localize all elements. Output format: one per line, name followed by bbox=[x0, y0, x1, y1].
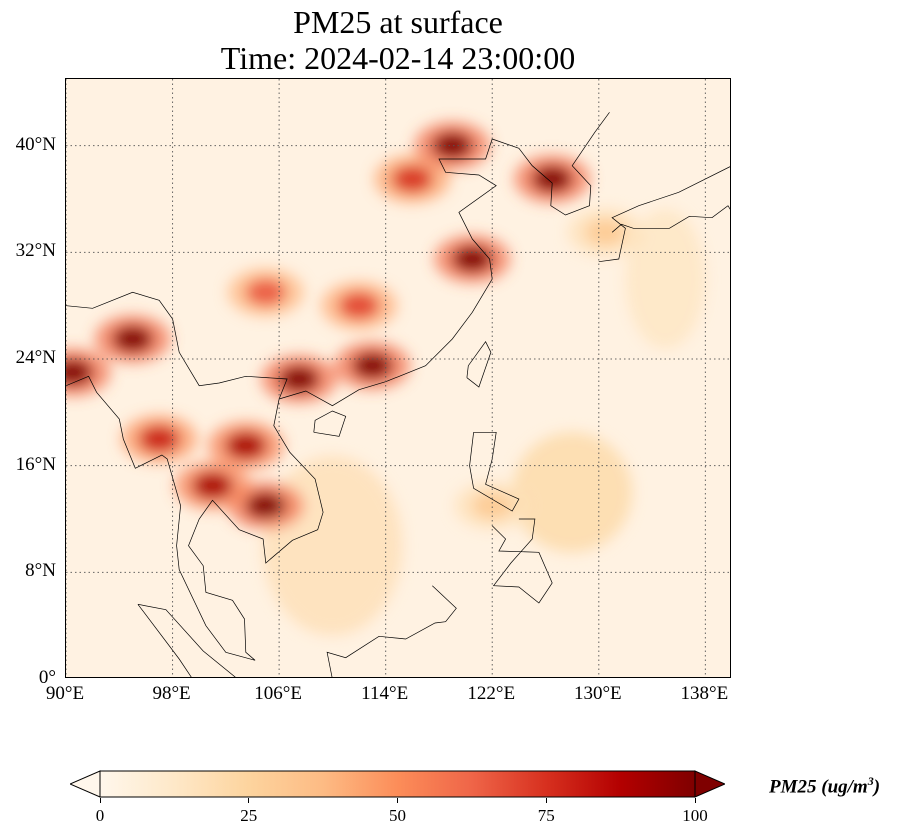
coastline-segment bbox=[313, 410, 347, 437]
colorbar-label-close: ) bbox=[873, 776, 881, 798]
coastlines bbox=[66, 112, 730, 677]
lon-tick-label: 114°E bbox=[361, 683, 409, 704]
coastline-segment bbox=[598, 166, 730, 263]
lon-tick-label: 138°E bbox=[680, 683, 729, 704]
lon-tick-label: 130°E bbox=[573, 683, 622, 704]
colorbar-tick-label: 50 bbox=[389, 806, 406, 825]
pm25-hotspot-south-china bbox=[352, 352, 393, 379]
colorbar bbox=[70, 770, 725, 798]
colorbar-tick-mark bbox=[545, 798, 547, 803]
pm25-hotspot-thailand bbox=[192, 472, 233, 499]
lon-tick-label: 122°E bbox=[467, 683, 516, 704]
haze-region bbox=[262, 455, 403, 636]
colorbar-gradient bbox=[99, 770, 696, 798]
coastline-segment bbox=[491, 518, 553, 604]
colorbar-tick-mark bbox=[397, 798, 398, 803]
pm25-hotspot-central-china bbox=[339, 292, 380, 319]
lon-tick-label: 106°E bbox=[254, 683, 302, 704]
pm25-hotspot-philippines bbox=[472, 492, 513, 519]
map-subtitle-time: Time: 2024-02-14 23:00:00 bbox=[220, 40, 576, 76]
colorbar-tick-mark bbox=[99, 798, 101, 803]
pm25-hotspot-laos bbox=[225, 432, 266, 459]
pm25-hotspot-yangtze-delta bbox=[452, 246, 493, 272]
colorbar-label-exponent: 3 bbox=[867, 774, 874, 788]
map-title: PM25 at surface bbox=[293, 4, 503, 40]
gridlines bbox=[66, 79, 730, 677]
lat-tick-label: 24°N bbox=[15, 347, 56, 368]
lon-tick-label: 98°E bbox=[152, 683, 191, 704]
lat-tick-label: 40°N bbox=[15, 133, 56, 155]
lon-tick-label: 90°E bbox=[45, 683, 85, 704]
coastline-segment bbox=[469, 431, 520, 512]
colorbar-min-extend bbox=[70, 770, 101, 798]
pm25-field bbox=[66, 121, 706, 636]
coastline-segment bbox=[278, 112, 610, 407]
colorbar-tick-label: 100 bbox=[682, 806, 708, 825]
lat-tick-label: 0° bbox=[38, 667, 56, 688]
colorbar-tick-mark bbox=[248, 798, 250, 803]
map-plot-area bbox=[65, 78, 731, 678]
pm25-map bbox=[66, 79, 730, 677]
lat-tick-label: 8°N bbox=[25, 560, 56, 582]
lat-tick-label: 16°N bbox=[15, 453, 56, 475]
pm25-hotspot-myanmar-south bbox=[139, 426, 180, 452]
pm25-hotspot-myanmar-north bbox=[112, 326, 153, 352]
coastline-segment bbox=[611, 205, 730, 233]
pm25-hotspot-north-china-plain bbox=[392, 166, 433, 192]
pm25-hotspot-india-east bbox=[66, 359, 93, 386]
haze-region bbox=[512, 432, 633, 553]
coastline-segment bbox=[66, 291, 288, 400]
pm25-hotspot-liaoning bbox=[432, 132, 473, 159]
haze-region bbox=[625, 209, 706, 349]
pm25-hotspot-cambodia bbox=[245, 492, 286, 519]
pm25-hotspot-guangxi bbox=[279, 366, 320, 392]
colorbar-tick-mark bbox=[694, 798, 696, 803]
colorbar-label-text: PM25 (ug/m bbox=[769, 776, 868, 798]
coastline-segment bbox=[466, 341, 492, 388]
colorbar-tick-label: 25 bbox=[240, 806, 258, 825]
coastline-segment bbox=[326, 585, 457, 677]
pm25-hotspot-sichuan-basin bbox=[245, 279, 286, 306]
colorbar-tick-label: 0 bbox=[95, 806, 105, 825]
coastline-segment bbox=[66, 375, 324, 661]
coastline-segment bbox=[137, 603, 236, 677]
pm25-hotspot-japan-kyushu bbox=[585, 219, 626, 246]
pm25-hotspot-korea bbox=[532, 166, 573, 192]
colorbar-label: PM25 (ug/m3) bbox=[769, 774, 880, 798]
colorbar-max-extend bbox=[694, 770, 725, 798]
lat-tick-label: 32°N bbox=[15, 240, 56, 262]
colorbar-tick-label: 75 bbox=[537, 806, 555, 825]
